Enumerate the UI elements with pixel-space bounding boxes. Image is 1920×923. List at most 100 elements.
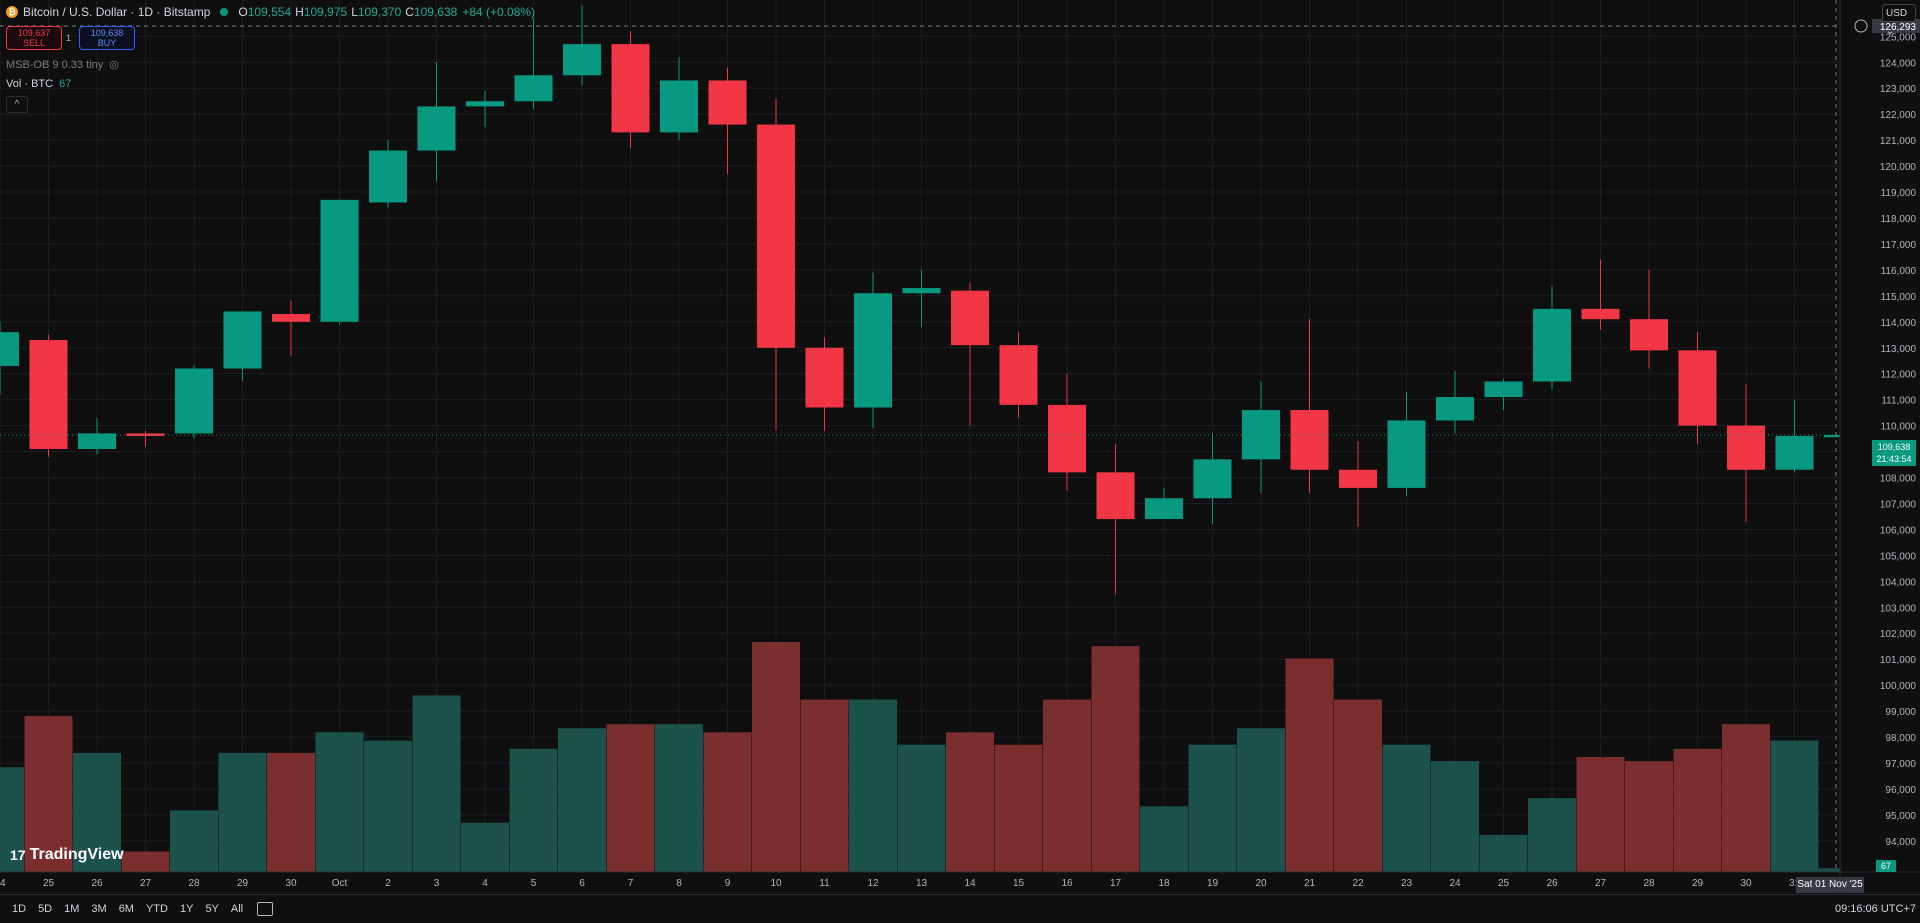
last-price-value: 109,638 (1877, 442, 1911, 452)
x-tick-label: 4 (482, 878, 488, 889)
candle-body (175, 368, 213, 434)
y-tick-label: 120,000 (1880, 162, 1917, 173)
currency-selector[interactable]: USD ⌄ (1882, 4, 1916, 37)
volume-bar (606, 724, 655, 872)
x-tick-label: 22 (1352, 878, 1364, 889)
x-tick-label: 13 (916, 878, 928, 889)
volume-bar (897, 744, 946, 872)
high-value: 109,975 (303, 5, 348, 19)
candle-body (660, 80, 698, 133)
y-tick-label: 94,000 (1885, 837, 1916, 848)
symbol-title[interactable]: Bitcoin / U.S. Dollar · 1D · Bitstamp (23, 5, 211, 19)
candle-body (1630, 319, 1668, 351)
candle-body (1436, 397, 1474, 421)
volume-bar (1479, 835, 1528, 872)
x-tick-label: 21 (1304, 878, 1316, 889)
x-tick-label: 24 (0, 878, 6, 889)
indicator-legend[interactable]: MSB-OB 9 0.33 tiny ◎ (6, 58, 119, 72)
volume-bar (461, 822, 509, 872)
price-chart[interactable]: 94,000 95,000 96,000 97,000 98,000 99,000 100,… (0, 0, 1920, 894)
brand-name: TradingView (29, 846, 124, 863)
sell-button[interactable]: 109,637 SELL (6, 26, 62, 50)
volume-bar (1237, 728, 1285, 872)
volume-bar (558, 728, 606, 872)
x-tick-label: 28 (1643, 878, 1655, 889)
candle-body (78, 433, 116, 449)
candle-body (757, 124, 795, 348)
candle-body (320, 199, 359, 322)
x-tick-label: 26 (91, 878, 103, 889)
candle-body (1387, 420, 1426, 488)
candle-body (1533, 308, 1571, 382)
x-tick-label: 10 (770, 878, 782, 889)
y-tick-label: 117,000 (1881, 240, 1917, 251)
timeframe-5d[interactable]: 5D (38, 903, 53, 915)
candle-body (563, 44, 601, 76)
candle-body (611, 44, 650, 133)
y-tick-label: 111,000 (1881, 396, 1916, 407)
candle-body (417, 106, 456, 151)
candle-body (1048, 404, 1086, 473)
tradingview-icon: 17 (10, 847, 26, 863)
calendar-icon[interactable] (257, 902, 274, 916)
x-tick-label: 8 (676, 878, 682, 889)
y-tick-label: 113,000 (1881, 344, 1917, 355)
y-tick-label: 105,000 (1880, 551, 1917, 562)
x-tick-label: 14 (964, 878, 976, 889)
timeframe-6m[interactable]: 6M (118, 903, 134, 915)
volume-bar (1625, 761, 1673, 872)
crosshair-price-value: 126,293 (1880, 22, 1917, 33)
candle-body (1145, 498, 1183, 520)
volume-bar (364, 740, 412, 872)
volume-bar (24, 715, 73, 872)
spread-value: 1 (66, 33, 72, 43)
trade-buttons: 109,637 SELL 1 109,638 BUY (6, 26, 136, 50)
add-plus-icon (1854, 19, 1868, 33)
buy-button[interactable]: 109,638 BUY (79, 26, 136, 50)
x-tick-label: 2 (385, 878, 391, 889)
candle-body (1193, 459, 1232, 499)
timeframe-3m[interactable]: 3M (91, 903, 107, 915)
x-tick-label: 25 (43, 878, 55, 889)
y-tick-label: 125,000 (1880, 32, 1917, 43)
candle-body (1484, 381, 1523, 398)
x-tick-label: 27 (1595, 878, 1607, 889)
candle-body (708, 80, 747, 125)
volume-bar (655, 724, 703, 872)
market-status-icon[interactable] (220, 8, 229, 16)
candle-body (29, 339, 68, 449)
volume-bar (315, 732, 364, 872)
y-tick-label: 110,000 (1881, 422, 1917, 433)
x-tick-label: 6 (579, 878, 585, 889)
y-tick-label: 114,000 (1881, 318, 1917, 329)
timeframe-all[interactable]: All (230, 903, 244, 915)
timeframe-ytd[interactable]: YTD (145, 903, 168, 915)
x-tick-label: 26 (1546, 878, 1558, 889)
candle-body (805, 347, 844, 408)
y-tick-label: 95,000 (1885, 811, 1916, 822)
eye-off-icon[interactable]: ◎ (109, 59, 119, 71)
volume-legend[interactable]: Vol · BTC 67 (6, 78, 71, 90)
volume-bar (1285, 658, 1334, 872)
timeframe-1d[interactable]: 1D (12, 903, 27, 915)
buy-price: 109,638 (90, 28, 124, 38)
volume-bar (1043, 699, 1091, 872)
volume-bar (1140, 806, 1188, 872)
volume-bar (412, 695, 461, 872)
timeframe-1m[interactable]: 1M (64, 903, 80, 915)
y-tick-label: 118,000 (1881, 214, 1917, 225)
x-tick-label: 30 (285, 878, 297, 889)
volume-bar (121, 851, 170, 872)
volume-bar (1576, 757, 1625, 872)
timeframe-1y[interactable]: 1Y (179, 903, 194, 915)
x-tick-label: 29 (237, 878, 249, 889)
clock[interactable]: 09:16:06 UTC+7 (1834, 903, 1916, 915)
x-tick-label: 19 (1207, 878, 1219, 889)
volume-bar (170, 810, 218, 872)
timeframe-5y[interactable]: 5Y (205, 903, 219, 915)
close-value: 109,638 (413, 5, 458, 19)
collapse-legend-button[interactable]: ^ (6, 96, 28, 113)
y-tick-label: 102,000 (1880, 629, 1917, 640)
high-label: H (295, 5, 304, 19)
volume-value: 67 (59, 78, 72, 90)
